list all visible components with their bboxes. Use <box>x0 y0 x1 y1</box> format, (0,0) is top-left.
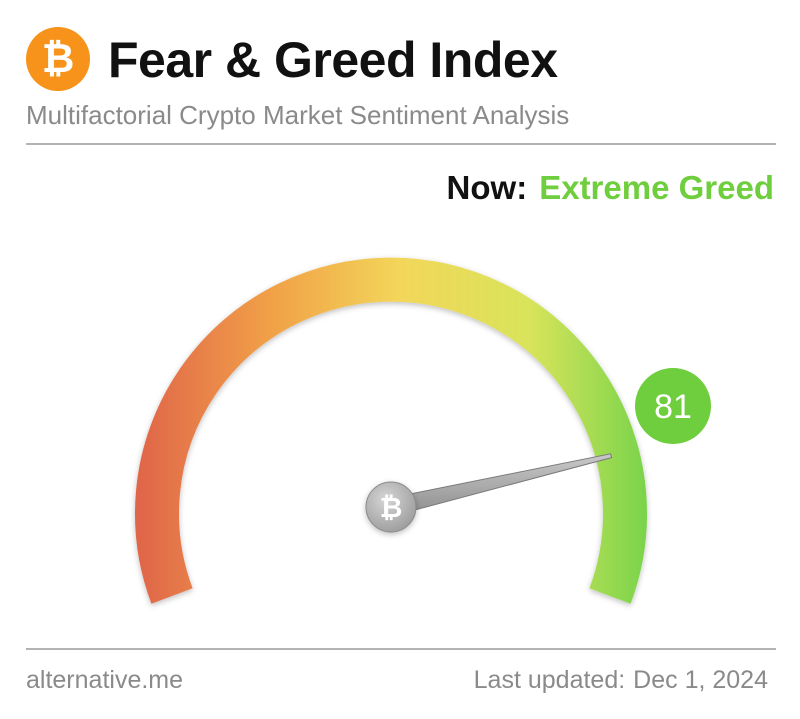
bitcoin-logo-symbol: ₿ <box>41 36 75 82</box>
header-divider <box>26 143 776 145</box>
footer-divider <box>26 648 776 650</box>
current-status: Now: Extreme Greed <box>447 166 774 210</box>
needle-hub: ₿ <box>365 481 417 533</box>
sentiment-label: Extreme Greed <box>539 169 774 206</box>
gauge-needle <box>388 453 613 517</box>
value-badge: 81 <box>635 368 711 444</box>
page-subtitle: Multifactorial Crypto Market Sentiment A… <box>26 100 570 130</box>
now-label: Now: <box>446 169 528 206</box>
page-title: Fear & Greed Index <box>108 32 558 88</box>
last-updated-label: Last updated: <box>473 666 626 694</box>
source-link[interactable]: alternative.me <box>26 666 184 694</box>
last-updated: Last updated: Dec 1, 2024 <box>474 663 768 697</box>
bitcoin-logo-icon: ₿ <box>26 27 90 91</box>
needle-hub-bitcoin-icon: ₿ <box>380 491 403 524</box>
gauge-arc <box>135 257 647 604</box>
last-updated-date: Dec 1, 2024 <box>633 666 768 694</box>
index-value: 81 <box>654 388 692 426</box>
